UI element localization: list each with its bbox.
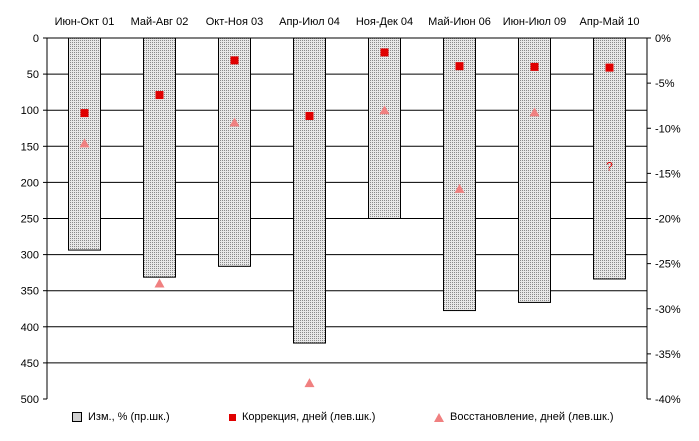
- left-tick-label: 0: [33, 33, 39, 45]
- correction-marker: [80, 109, 89, 118]
- recovery-marker: [529, 107, 540, 117]
- left-tick-label: 300: [21, 250, 39, 262]
- annotation-question-mark: ?: [606, 160, 613, 174]
- right-tick-label: -5%: [655, 78, 675, 90]
- category-label: Май-Июн 06: [428, 16, 491, 28]
- legend-label-recovery: Восстановление, дней (лев.шк.): [450, 411, 614, 423]
- left-tick-label: 350: [21, 286, 39, 298]
- recovery-marker: [229, 117, 240, 127]
- bar: [518, 37, 551, 303]
- category-label: Окт-Ноя 03: [206, 16, 264, 28]
- bar: [293, 37, 326, 344]
- left-tick-label: 50: [27, 69, 39, 81]
- right-tick-label: -20%: [655, 214, 681, 226]
- left-tick-label: 250: [21, 214, 39, 226]
- right-tick-label: -25%: [655, 259, 681, 271]
- recovery-marker: [454, 183, 465, 193]
- recovery-marker: [379, 105, 390, 115]
- left-tick-label: 400: [21, 322, 39, 334]
- right-tick-label: 0%: [655, 33, 671, 45]
- left-tick-label: 150: [21, 141, 39, 153]
- left-tick-label: 200: [21, 177, 39, 189]
- correction-marker: [530, 62, 539, 71]
- recovery-marker: [79, 138, 90, 148]
- right-tick-label: -30%: [655, 304, 681, 316]
- legend-label-change: Изм., % (пр.шк.): [88, 411, 170, 423]
- category-label: Ноя-Дек 04: [356, 16, 413, 28]
- legend-item-recovery: Восстановление, дней (лев.шк.): [434, 411, 614, 423]
- legend-swatch-triangle: [434, 412, 444, 422]
- left-tick-label: 450: [21, 358, 39, 370]
- category-label: Июн-Окт 01: [55, 16, 115, 28]
- bar: [143, 37, 176, 278]
- correction-marker: [230, 56, 239, 65]
- category-label: Апр-Июл 04: [279, 16, 340, 28]
- chart-svg: 0 50 100 150 200 250 300 350 400 450 500 0% -5% -10% -…: [21, 16, 681, 406]
- legend-swatch-square: [229, 413, 236, 421]
- bar: [368, 37, 401, 219]
- correction-marker: [305, 111, 314, 120]
- correction-marker: [455, 62, 464, 71]
- recovery-marker: [304, 378, 315, 388]
- correction-marker: [380, 48, 389, 57]
- correction-marker: [155, 91, 164, 100]
- bar: [593, 37, 626, 280]
- correction-marker: [605, 63, 614, 72]
- legend: Изм., % (пр.шк.) Коррекция, дней (лев.шк…: [0, 411, 699, 431]
- legend-item-correction: Коррекция, дней (лев.шк.): [229, 411, 375, 423]
- legend-item-change: Изм., % (пр.шк.): [72, 411, 170, 423]
- recovery-marker: [154, 278, 165, 288]
- right-tick-label: -10%: [655, 123, 681, 135]
- legend-label-correction: Коррекция, дней (лев.шк.): [242, 411, 376, 423]
- left-tick-label: 100: [21, 105, 39, 117]
- right-tick-label: -15%: [655, 168, 681, 180]
- left-tick-label: 500: [21, 394, 39, 406]
- category-label: Апр-Май 10: [580, 16, 640, 28]
- bar: [443, 37, 476, 312]
- legend-swatch-bar: [72, 412, 82, 422]
- right-tick-label: -35%: [655, 349, 681, 361]
- category-label: Май-Авг 02: [131, 16, 189, 28]
- bar: [218, 37, 251, 267]
- category-label: Июн-Июл 09: [503, 16, 567, 28]
- right-tick-label: -40%: [655, 394, 681, 406]
